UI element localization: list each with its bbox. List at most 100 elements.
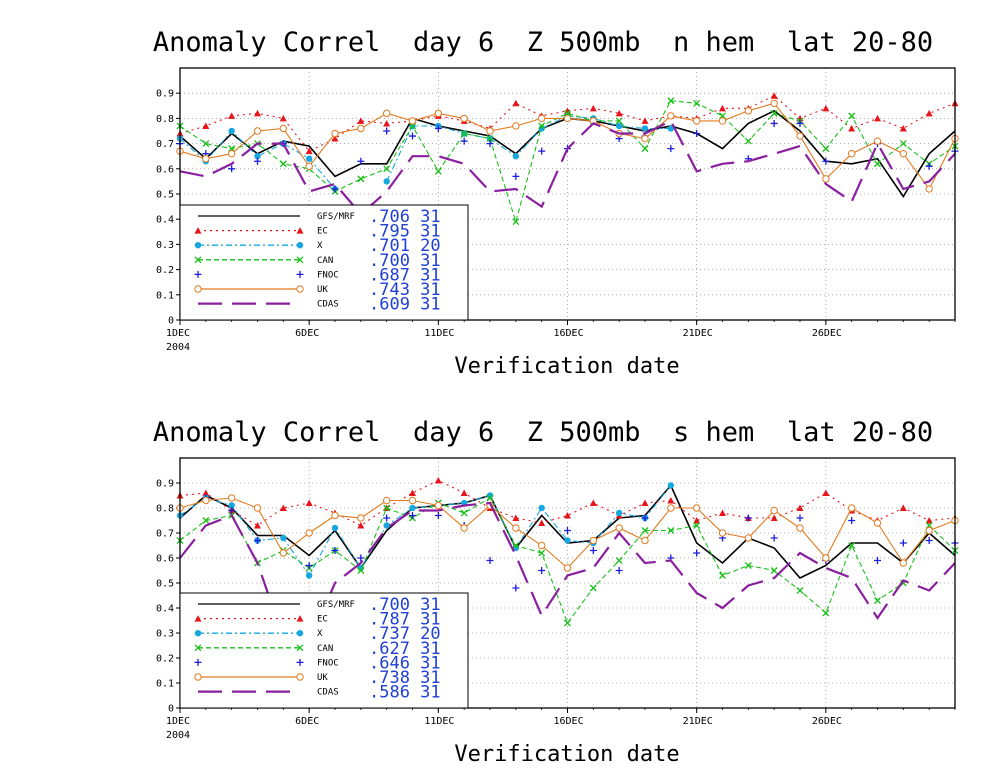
data-point	[667, 112, 675, 120]
data-point	[357, 157, 365, 165]
data-point	[874, 160, 881, 168]
legend-swatch-marker	[296, 227, 304, 234]
data-point	[512, 153, 520, 160]
legend-label: GFS/MRF	[317, 212, 355, 222]
y-tick-label: 0.7	[156, 529, 174, 540]
data-point	[512, 514, 520, 521]
data-point	[899, 149, 908, 158]
data-point	[357, 554, 365, 562]
y-tick-label: 0.6	[156, 554, 174, 565]
data-point	[486, 135, 494, 143]
data-point	[847, 504, 856, 512]
legend-swatch-marker	[194, 285, 202, 293]
data-point	[848, 124, 856, 132]
legend-label: CDAS	[317, 300, 339, 310]
data-point	[744, 107, 753, 115]
data-point	[538, 122, 546, 130]
data-point	[202, 496, 210, 505]
legend-box	[179, 592, 469, 709]
data-point	[382, 109, 391, 118]
data-point	[589, 547, 597, 554]
data-point	[589, 536, 598, 545]
legend-entry: CDAS .609 31	[198, 295, 441, 315]
data-point	[357, 175, 365, 183]
x-tick-label: 26DEC	[812, 716, 842, 727]
data-point	[331, 511, 339, 520]
y-tick-label: 0.4	[156, 215, 174, 226]
data-point	[538, 549, 546, 557]
data-point	[409, 504, 416, 512]
data-point	[925, 537, 933, 544]
data-point	[641, 134, 649, 143]
data-point	[719, 572, 726, 579]
legend-stat: .700 31	[369, 251, 441, 271]
x-tick-label: 16DEC	[554, 328, 584, 339]
data-point	[408, 117, 417, 125]
data-point	[744, 534, 753, 542]
data-point	[512, 218, 520, 226]
data-point	[460, 524, 468, 532]
data-point	[538, 147, 546, 155]
legend-label: EC	[317, 615, 328, 625]
data-point	[848, 112, 856, 120]
series-line	[179, 501, 956, 645]
data-point	[331, 185, 339, 193]
data-point	[228, 127, 235, 135]
legend-entry: UK .743 31	[194, 280, 441, 300]
chart-title: Anomaly Correl day 6 Z 500mb n hem lat 2…	[153, 27, 933, 58]
data-point	[615, 117, 623, 125]
data-point	[641, 536, 649, 545]
data-point	[383, 178, 390, 185]
data-point	[925, 185, 933, 193]
data-point	[409, 489, 416, 496]
x-tick-label: 21DEC	[683, 716, 713, 727]
data-point	[512, 524, 520, 532]
legend-swatch-marker	[194, 227, 202, 234]
data-point	[667, 527, 675, 534]
series-line	[179, 115, 671, 190]
legend-entry: EC .795 31	[194, 222, 441, 242]
data-point	[383, 504, 391, 512]
data-point	[202, 517, 210, 524]
x-tick-label: 26DEC	[812, 328, 842, 339]
data-point	[667, 145, 675, 153]
data-point	[822, 489, 830, 496]
data-point	[409, 512, 416, 519]
data-point	[589, 584, 597, 592]
data-point	[228, 502, 235, 509]
legend-label: CDAS	[317, 688, 339, 698]
data-point	[641, 514, 649, 522]
legend-stat: .738 31	[369, 668, 441, 688]
legend-swatch-marker	[194, 673, 202, 681]
legend: GFS/MRF .706 31 EC .795 31 X .701 20 CAN .700 3…	[179, 204, 469, 321]
legend-entry: GFS/MRF .706 31	[198, 207, 441, 227]
data-point	[279, 114, 287, 122]
data-point	[564, 537, 571, 544]
data-point	[925, 162, 933, 170]
data-point	[383, 514, 391, 522]
data-point	[822, 145, 830, 153]
data-point	[434, 109, 443, 118]
data-point	[331, 547, 339, 554]
legend-swatch-marker	[194, 256, 202, 264]
data-point	[615, 122, 623, 130]
data-point	[615, 509, 623, 517]
series-x	[176, 482, 675, 579]
data-point	[434, 167, 442, 175]
data-point	[512, 122, 520, 130]
data-point	[744, 514, 752, 522]
data-point	[538, 567, 546, 574]
y-tick-label: 0.6	[156, 164, 174, 175]
data-point	[409, 132, 416, 140]
data-point	[770, 119, 778, 127]
plot-area: 0 0.1 0.2 0.3 0.4 0.5 0.6 0.7 0.8 0.9 1DEC 2004 6DEC…	[156, 457, 959, 741]
legend-label: X	[317, 241, 323, 251]
data-point	[486, 140, 494, 148]
data-point	[228, 112, 236, 119]
data-point	[796, 119, 804, 127]
data-point	[770, 99, 778, 107]
data-point	[667, 125, 675, 132]
data-point	[899, 124, 907, 132]
data-point	[305, 572, 313, 579]
legend-label: FNOC	[317, 658, 339, 668]
